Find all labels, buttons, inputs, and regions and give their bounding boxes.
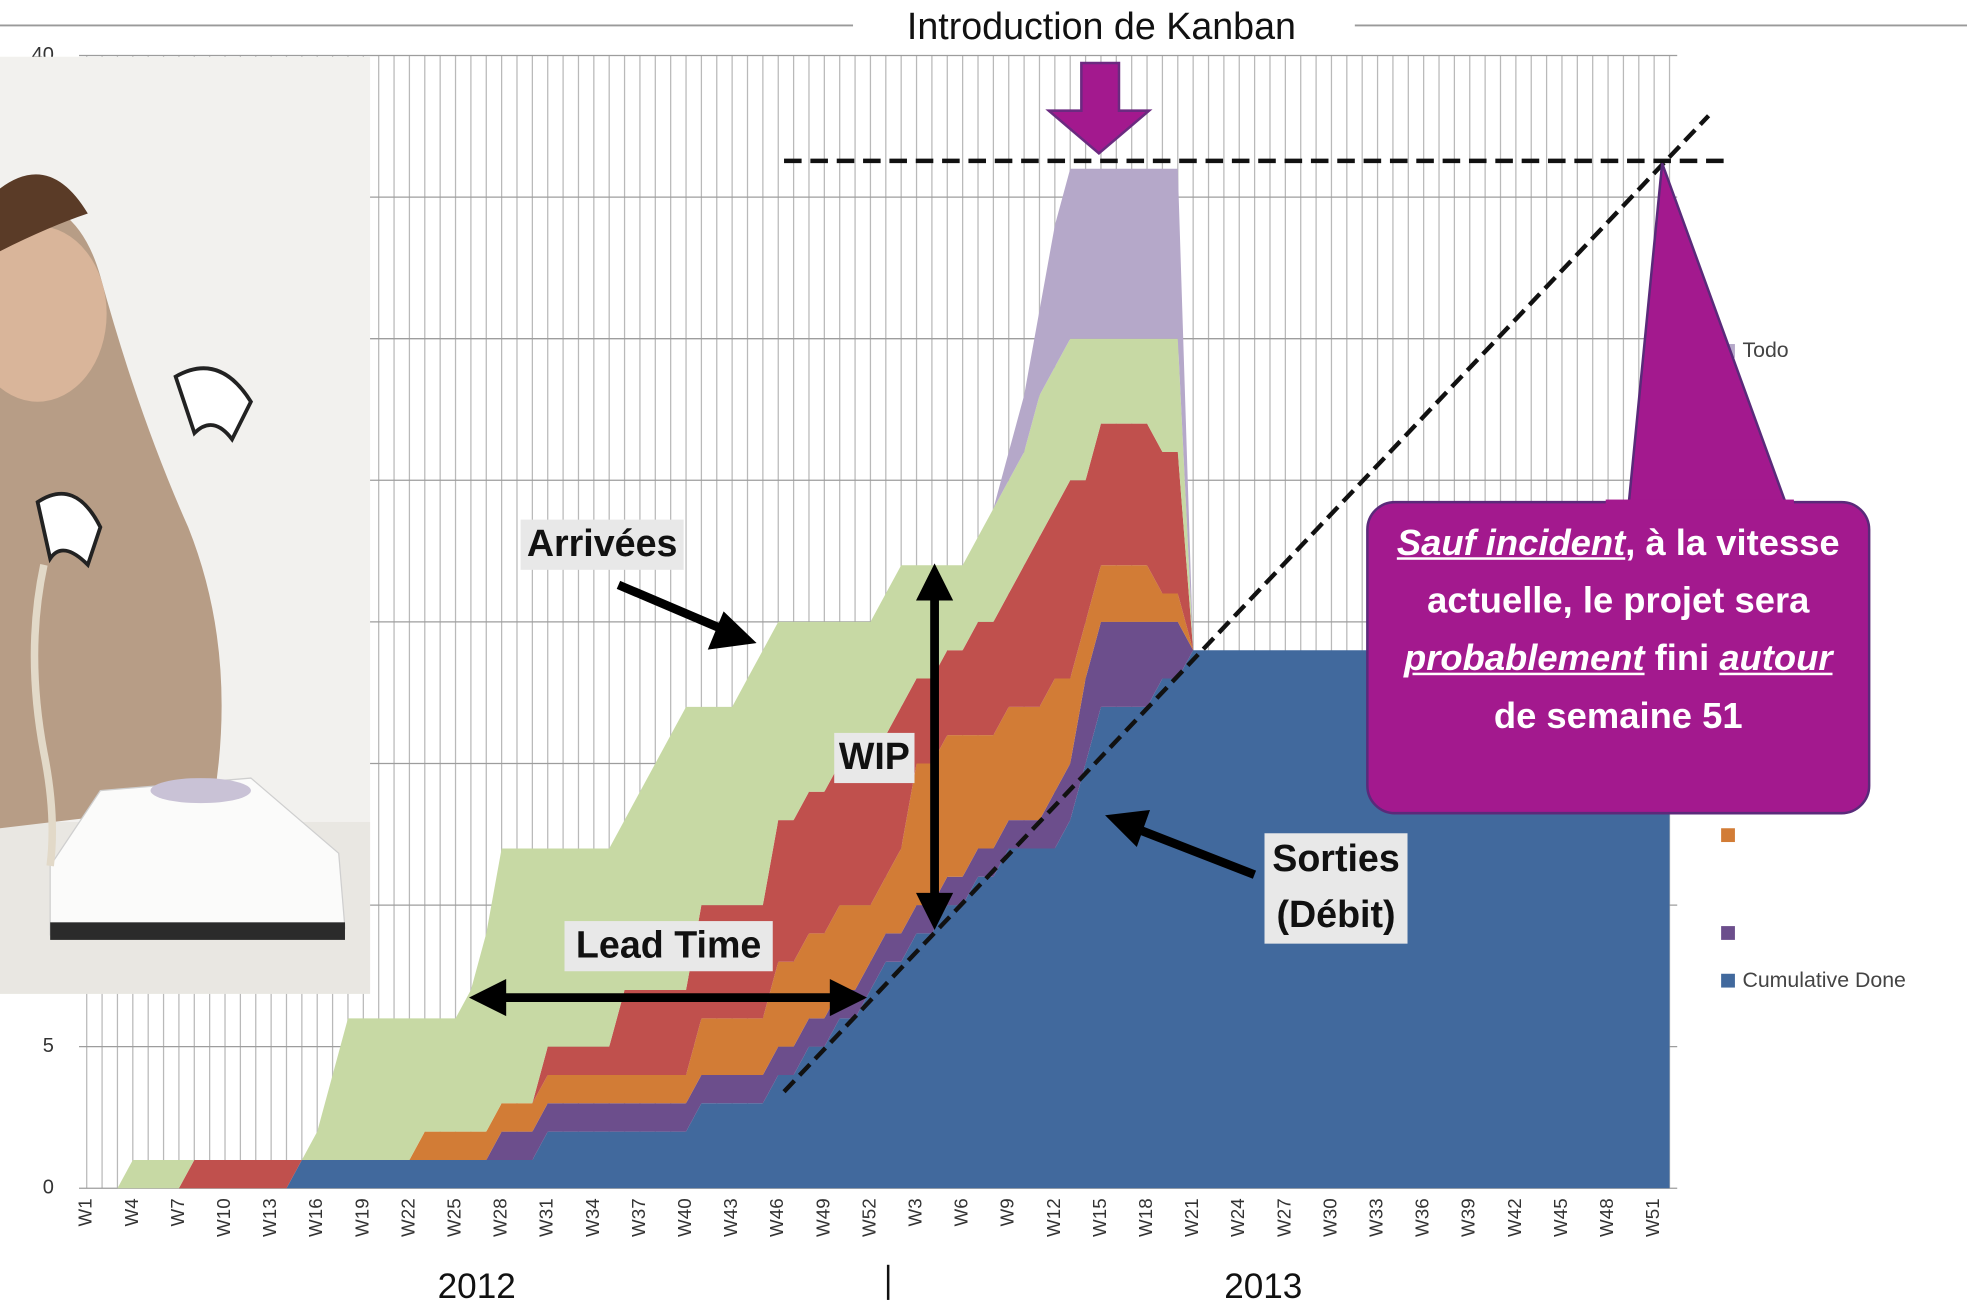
x-tick-label: W34	[582, 1198, 603, 1237]
x-tick-label: W46	[766, 1198, 787, 1237]
area	[86, 650, 1670, 1189]
x-tick-label: W51	[1642, 1198, 1663, 1237]
callout-text: Sauf incident, à la vitesse actuelle, le…	[1380, 515, 1857, 746]
arrow-head	[915, 563, 954, 601]
x-tick-label: W43	[720, 1198, 741, 1237]
annotation: WIP	[839, 735, 910, 777]
arrivals-arrow	[616, 580, 730, 636]
arrow-head	[707, 611, 757, 650]
photo-dial	[150, 778, 251, 804]
x-tick-label: W40	[674, 1198, 695, 1237]
callout-part: Sauf incident	[1396, 523, 1626, 564]
legend-swatch	[1721, 926, 1735, 940]
arrow-head	[829, 979, 867, 1017]
x-tick-label: W45	[1550, 1198, 1571, 1237]
year-label: 2012	[438, 1267, 516, 1306]
x-tick-label: W52	[858, 1198, 879, 1237]
title-background	[853, 0, 1355, 53]
area	[86, 423, 1670, 1189]
x-tick-label: W22	[397, 1198, 418, 1237]
x-tick-label: W24	[1227, 1198, 1248, 1237]
photo-cord	[30, 564, 57, 867]
y-tick-label: 0	[43, 1177, 54, 1199]
x-tick-label: W28	[490, 1198, 511, 1237]
x-tick-label: W49	[812, 1198, 833, 1237]
x-tick-label: W3	[905, 1198, 926, 1226]
x-tick-label: W7	[167, 1198, 188, 1226]
annotation: Sorties	[1272, 837, 1400, 879]
photo-phone-foot	[50, 922, 345, 940]
photo-handset-2	[35, 491, 103, 569]
callout-part: , à la vitesse actuelle, le projet sera	[1427, 523, 1840, 622]
callout-part: fini	[1644, 638, 1720, 679]
callout-part: autour	[1719, 638, 1833, 679]
callout-part: probablement	[1404, 638, 1645, 679]
x-tick-label: W12	[1043, 1198, 1064, 1237]
x-tick-label: W4	[121, 1198, 142, 1226]
x-tick-label: W19	[351, 1198, 372, 1237]
callout-part: de semaine 51	[1493, 696, 1743, 737]
x-tick-label: W31	[536, 1198, 557, 1237]
legend-label: Cumulative Done	[1742, 968, 1905, 992]
callout-join	[1605, 499, 1794, 508]
areas	[86, 168, 1670, 1189]
x-tick-label: W39	[1458, 1198, 1479, 1237]
arrows	[469, 563, 1257, 1017]
trend-line	[782, 114, 1711, 1094]
x-tick-label: W21	[1181, 1198, 1202, 1237]
label-box	[564, 921, 773, 972]
x-tick-label: W1	[75, 1198, 96, 1226]
annotation: Arrivées	[527, 522, 678, 564]
x-tick-label: W33	[1366, 1198, 1387, 1237]
exits-arrow	[1133, 824, 1257, 879]
x-tick-label: W25	[443, 1198, 464, 1237]
arrow-head	[915, 892, 954, 931]
x-tick-label: W42	[1504, 1198, 1525, 1237]
label-box	[520, 519, 684, 570]
arrow-head	[469, 979, 507, 1017]
area	[86, 338, 1670, 1189]
legend-label: Todo	[1742, 338, 1788, 362]
x-tick-label: W37	[628, 1198, 649, 1237]
x-tick-label: W27	[1273, 1198, 1294, 1237]
callout-text-box: Sauf incident, à la vitesse actuelle, le…	[1380, 515, 1857, 746]
photo-hair	[0, 174, 88, 252]
x-tick-label: W16	[305, 1198, 326, 1237]
x-tick-label: W15	[1089, 1198, 1110, 1237]
x-tick-label: W9	[997, 1198, 1018, 1226]
x-tick-label: W30	[1319, 1198, 1340, 1237]
x-tick-label: W10	[213, 1198, 234, 1237]
legend-swatch	[1721, 973, 1735, 988]
chart-title: Introduction de Kanban	[907, 5, 1296, 47]
annotation: (Débit)	[1276, 893, 1395, 935]
x-tick-label: W6	[951, 1198, 972, 1226]
y-tick-label: 5	[43, 1035, 54, 1057]
x-tick-label: W36	[1412, 1198, 1433, 1237]
x-tick-label: W18	[1135, 1198, 1156, 1237]
photo-head	[0, 226, 107, 402]
photo	[0, 56, 371, 994]
arrow-head	[1105, 809, 1151, 847]
photo-handset	[173, 366, 254, 443]
legend-swatch	[1721, 828, 1735, 843]
annotation: Lead Time	[576, 923, 761, 965]
x-tick-label: W48	[1596, 1198, 1617, 1237]
label-box	[834, 732, 915, 784]
year-label: 2013	[1224, 1267, 1302, 1306]
x-tick-label: W13	[259, 1198, 280, 1237]
label-box	[1264, 833, 1408, 944]
kanban-arrow	[1045, 61, 1153, 155]
